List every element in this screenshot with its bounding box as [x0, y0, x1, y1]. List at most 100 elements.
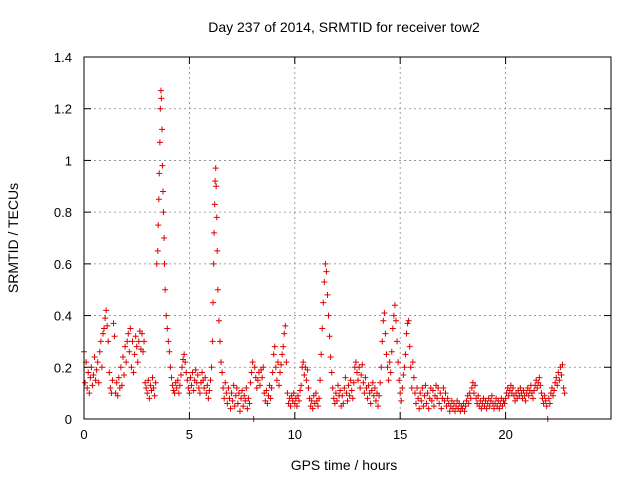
- data-point: [277, 369, 284, 376]
- data-point: [531, 387, 538, 394]
- data-point: [263, 387, 270, 394]
- y-axis-label: SRMTID / TECUs: [5, 183, 21, 293]
- data-point: [556, 377, 563, 384]
- y-tick-labels: 0 0.2 0.4 0.6 0.8 1 1.2 1.4: [54, 50, 72, 427]
- data-point: [322, 260, 329, 267]
- data-point: [287, 403, 294, 410]
- data-point: [280, 343, 287, 350]
- data-point: [407, 364, 414, 371]
- data-point: [467, 395, 474, 402]
- data-point: [330, 395, 337, 402]
- data-point: [159, 162, 166, 169]
- data-point: [140, 348, 147, 355]
- y-tick-label: 0.6: [54, 257, 72, 272]
- data-point: [340, 400, 347, 407]
- data-point: [167, 364, 174, 371]
- data-point: [488, 392, 495, 399]
- data-point: [111, 333, 118, 340]
- data-point: [156, 170, 163, 177]
- data-point: [560, 384, 567, 391]
- data-point: [134, 359, 141, 366]
- data-point: [396, 377, 403, 384]
- data-point: [282, 322, 289, 329]
- data-point: [85, 369, 92, 376]
- data-point: [419, 384, 426, 391]
- data-point: [106, 369, 113, 376]
- data-point: [103, 307, 110, 314]
- data-point: [214, 247, 221, 254]
- data-point: [372, 397, 379, 404]
- data-point: [303, 377, 310, 384]
- data-point: [99, 330, 106, 337]
- data-point: [316, 395, 323, 402]
- data-point: [441, 397, 448, 404]
- data-point: [257, 382, 264, 389]
- data-point: [154, 247, 161, 254]
- data-point: [465, 400, 472, 407]
- data-point: [231, 403, 238, 410]
- data-point: [113, 379, 120, 386]
- data-point: [357, 384, 364, 391]
- data-point: [84, 384, 91, 391]
- data-point: [397, 390, 404, 397]
- data-point: [89, 382, 96, 389]
- data-point: [440, 384, 447, 391]
- data-point: [550, 392, 557, 399]
- data-point: [320, 299, 327, 306]
- data-point: [430, 403, 437, 410]
- data-point: [555, 369, 562, 376]
- x-tick-labels: 0 5 10 15 20: [80, 427, 512, 442]
- data-point: [205, 395, 212, 402]
- data-point: [339, 392, 346, 399]
- data-point: [110, 320, 117, 327]
- data-point: [392, 317, 399, 324]
- data-point: [428, 397, 435, 404]
- data-point: [207, 377, 214, 384]
- data-point: [133, 343, 140, 350]
- data-point: [213, 214, 220, 221]
- data-point: [283, 359, 290, 366]
- data-point: [138, 330, 145, 337]
- data-point: [259, 374, 266, 381]
- data-point: [401, 364, 408, 371]
- data-point: [254, 377, 261, 384]
- data-point: [212, 165, 219, 172]
- data-point: [378, 364, 385, 371]
- data-point: [206, 387, 213, 394]
- data-point: [132, 333, 139, 340]
- data-point: [201, 384, 208, 391]
- data-point: [422, 382, 429, 389]
- data-point: [402, 351, 409, 358]
- data-point: [161, 260, 168, 267]
- data-point: [166, 348, 173, 355]
- grid-lines: [84, 57, 611, 419]
- data-point: [160, 188, 167, 195]
- data-point: [210, 299, 217, 306]
- x-tick-label: 0: [80, 427, 87, 442]
- data-point: [95, 379, 102, 386]
- data-point: [216, 338, 223, 345]
- data-point: [444, 395, 451, 402]
- data-point: [251, 364, 258, 371]
- data-point: [525, 392, 532, 399]
- data-point: [161, 235, 168, 241]
- data-point: [461, 408, 468, 415]
- data-point: [284, 390, 291, 397]
- data-point: [509, 384, 516, 391]
- data-point: [94, 359, 101, 366]
- data-point: [90, 372, 97, 379]
- data-point: [203, 390, 210, 397]
- data-point: [228, 390, 235, 397]
- data-point: [409, 359, 416, 366]
- data-point: [388, 348, 395, 355]
- data-point: [429, 387, 436, 394]
- data-point: [175, 390, 182, 397]
- data-point: [210, 260, 217, 267]
- data-point: [483, 405, 490, 412]
- data-point: [182, 359, 189, 366]
- data-point: [238, 395, 245, 402]
- data-point: [384, 364, 391, 371]
- data-point: [126, 348, 133, 355]
- data-point: [268, 384, 275, 391]
- data-point: [158, 95, 165, 102]
